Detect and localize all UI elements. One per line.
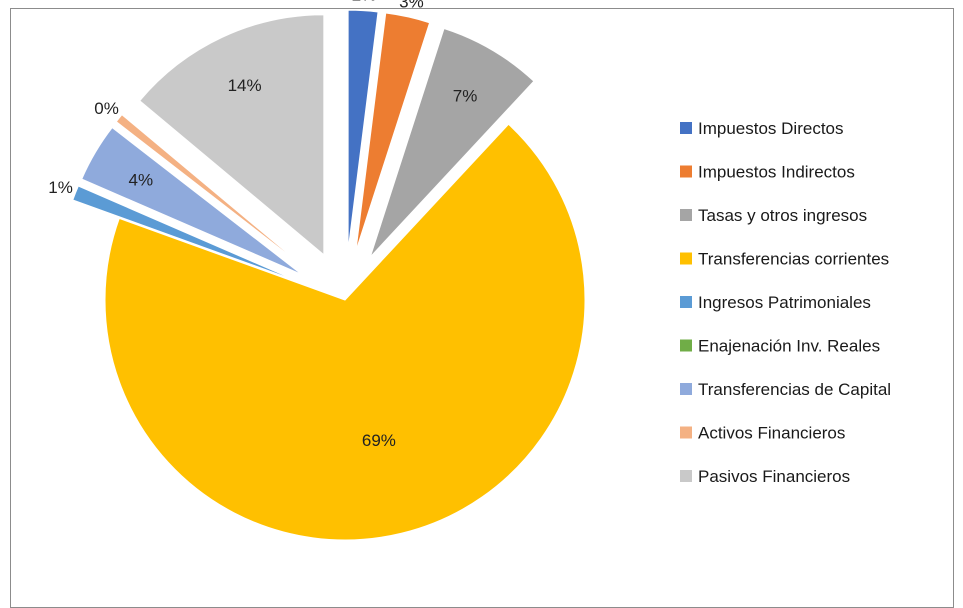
legend-label: Tasas y otros ingresos	[698, 206, 867, 225]
data-label-impuestos-indirectos: 3%	[399, 0, 424, 11]
pie-slices	[72, 9, 586, 541]
legend-item-transferencias-de-capital: Transferencias de Capital	[680, 380, 891, 399]
pie-slice-ingresos-patrimoniales	[72, 185, 299, 283]
data-label-tasas-y-otros-ingresos: 7%	[453, 86, 478, 105]
legend: Impuestos Directos Impuestos Indirectos Ta…	[680, 119, 891, 486]
legend-swatch	[680, 470, 692, 482]
legend-label: Impuestos Directos	[698, 119, 844, 138]
data-label-activos-financieros: 0%	[94, 99, 119, 118]
legend-swatch	[680, 209, 692, 221]
legend-item-enajenacion-inv-reales: Enajenación Inv. Reales	[680, 337, 880, 356]
data-label-transferencias-corrientes: 69%	[362, 431, 396, 450]
legend-label: Ingresos Patrimoniales	[698, 293, 871, 312]
legend-label: Pasivos Financieros	[698, 467, 850, 486]
legend-swatch	[680, 339, 692, 352]
legend-swatch	[680, 426, 692, 439]
legend-item-impuestos-indirectos: Impuestos Indirectos	[680, 163, 855, 182]
legend-swatch	[680, 165, 692, 178]
legend-swatch	[680, 252, 692, 265]
pie-slice-transferencias-de-capital	[81, 126, 303, 276]
pie-slice-tasas-y-otros-ingresos	[369, 27, 535, 258]
pie-slice-impuestos-indirectos	[355, 12, 431, 252]
pie-slice-transferencias-corrientes	[104, 123, 586, 541]
legend-label: Impuestos Indirectos	[698, 163, 855, 182]
legend-swatch	[680, 122, 692, 134]
legend-swatch	[680, 296, 692, 308]
data-label-pasivos-financieros: 14%	[228, 76, 262, 95]
legend-item-tasas-y-otros-ingresos: Tasas y otros ingresos	[680, 206, 867, 225]
data-label-transferencias-de-capital: 4%	[129, 170, 154, 189]
pie-slice-pasivos-financieros	[139, 14, 325, 256]
legend-item-impuestos-directos: Impuestos Directos	[680, 119, 844, 138]
legend-label: Activos Financieros	[698, 424, 845, 443]
legend-label: Enajenación Inv. Reales	[698, 337, 880, 356]
pie-slice-impuestos-directos	[347, 9, 379, 251]
pie-data-labels: 2% 3% 7% 69% 1% 4% 0% 14%	[48, 0, 477, 450]
legend-label: Transferencias de Capital	[698, 380, 891, 399]
legend-item-pasivos-financieros: Pasivos Financieros	[680, 467, 850, 486]
pie-slice-activos-financieros	[115, 113, 307, 270]
legend-item-transferencias-corrientes: Transferencias corrientes	[680, 250, 889, 269]
pie-chart: 2%3%7%69%1%4%0%14% Impuestos DirectosImp…	[48, 0, 891, 541]
legend-item-ingresos-patrimoniales: Ingresos Patrimoniales	[680, 293, 871, 312]
legend-label: Transferencias corrientes	[698, 250, 889, 269]
legend-swatch	[680, 383, 692, 395]
legend-item-activos-financieros: Activos Financieros	[680, 424, 845, 443]
data-label-ingresos-patrimoniales: 1%	[48, 178, 73, 197]
data-label-impuestos-directos: 2%	[352, 0, 377, 5]
